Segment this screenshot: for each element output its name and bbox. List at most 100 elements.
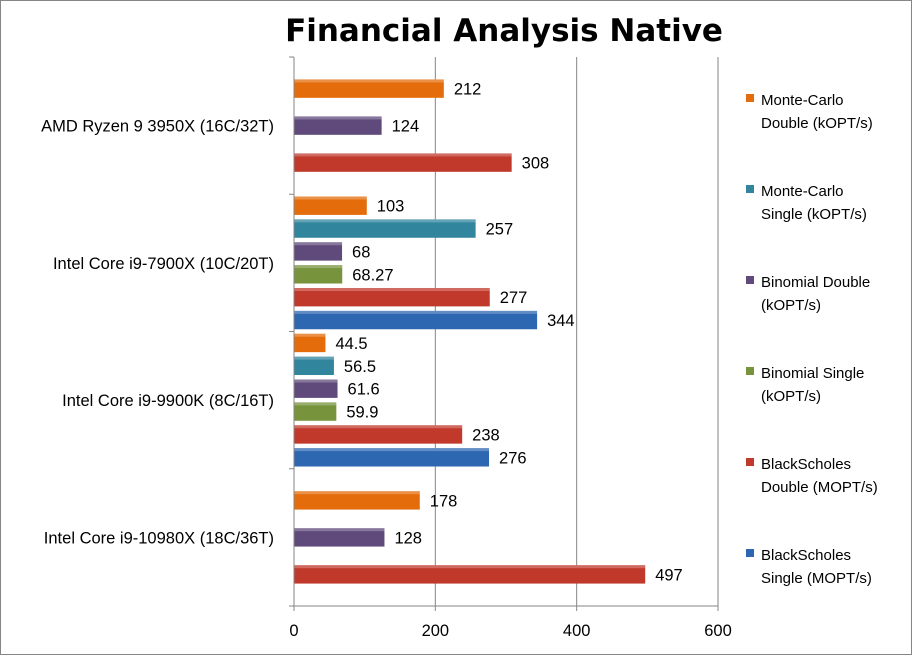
- bar-group: [294, 425, 463, 444]
- bar-highlight: [294, 287, 490, 291]
- bar-monte-carlo-double-kopt-s: [294, 491, 420, 510]
- bar-group: [294, 310, 538, 330]
- bar-highlight: [294, 196, 367, 200]
- legend-label: Binomial Double: [761, 274, 870, 291]
- bar-monte-carlo-single-kopt-s: [294, 219, 476, 238]
- chart-title: Financial Analysis Native: [285, 13, 723, 49]
- legend-label: (kOPT/s): [761, 388, 821, 405]
- bar-group: [294, 402, 337, 421]
- bar-highlight: [294, 402, 337, 406]
- legend-swatch-binomial-double-kopt-s: [746, 276, 754, 284]
- axis-layer: 0 200 400 600 AMD Ryzen 9 3950X (16C/32T) Int…: [41, 56, 732, 640]
- legend-label: Single (kOPT/s): [761, 206, 867, 223]
- category-label: Intel Core i9-9900K (8C/16T): [62, 392, 274, 410]
- data-label: 128: [394, 529, 422, 547]
- bar-highlight: [294, 79, 444, 83]
- bar-blackscholes-single-mopt-s: [294, 310, 538, 330]
- bar-group: [294, 333, 326, 353]
- bar-highlight: [294, 242, 343, 246]
- category-label: Intel Core i9-10980X (18C/36T): [44, 529, 274, 547]
- bar-blackscholes-double-mopt-s: [294, 287, 490, 307]
- bar-binomial-single-kopt-s: [294, 402, 337, 421]
- category-label: Intel Core i9-7900X (10C/20T): [53, 255, 274, 273]
- legend-label: Monte-Carlo: [761, 183, 844, 200]
- bar-group: [294, 565, 646, 584]
- data-label: 68.27: [352, 266, 393, 284]
- bar-blackscholes-single-mopt-s: [294, 448, 490, 467]
- bar-highlight: [294, 116, 382, 120]
- x-tick-label: 400: [563, 622, 591, 640]
- bar-group: [294, 242, 343, 261]
- legend-label: BlackScholes: [761, 456, 851, 473]
- bar-binomial-double-kopt-s: [294, 379, 338, 398]
- legend-swatch-monte-carlo-single-kopt-s: [746, 185, 754, 193]
- bar-group: [294, 287, 490, 307]
- bar-highlight: [294, 491, 420, 495]
- bar-group: [294, 153, 512, 172]
- x-tick-label: 0: [289, 622, 298, 640]
- legend-label: Monte-Carlo: [761, 92, 844, 109]
- legend-label: Binomial Single: [761, 365, 864, 382]
- bar-highlight: [294, 565, 646, 569]
- legend-label: BlackScholes: [761, 547, 851, 564]
- data-label: 56.5: [344, 358, 376, 376]
- legend-swatch-blackscholes-single-mopt-s: [746, 549, 754, 557]
- legend-swatch-monte-carlo-double-kopt-s: [746, 94, 754, 102]
- bar-highlight: [294, 528, 385, 532]
- legend-swatch-binomial-single-kopt-s: [746, 367, 754, 375]
- bar-highlight: [294, 153, 512, 157]
- bar-highlight: [294, 265, 343, 269]
- data-label: 103: [377, 198, 405, 216]
- bar-highlight: [294, 425, 463, 429]
- data-label: 124: [392, 118, 420, 136]
- bar-group: [294, 356, 334, 376]
- legend-label: Single (MOPT/s): [761, 570, 872, 587]
- bar-group: [294, 448, 490, 467]
- bar-monte-carlo-double-kopt-s: [294, 79, 444, 98]
- data-label: 68: [352, 243, 370, 261]
- x-tick-label: 600: [704, 622, 732, 640]
- bar-binomial-double-kopt-s: [294, 242, 343, 261]
- x-tick-label: 200: [422, 622, 450, 640]
- data-label: 308: [522, 155, 550, 173]
- bar-group: [294, 491, 420, 510]
- bar-group: [294, 379, 338, 398]
- bar-binomial-double-kopt-s: [294, 116, 382, 135]
- data-label: 44.5: [335, 335, 367, 353]
- bar-blackscholes-double-mopt-s: [294, 425, 463, 444]
- data-label: 277: [500, 289, 528, 307]
- bar-blackscholes-double-mopt-s: [294, 153, 512, 172]
- bar-binomial-double-kopt-s: [294, 528, 385, 547]
- legend-label: Double (MOPT/s): [761, 479, 878, 496]
- bar-highlight: [294, 379, 338, 383]
- data-label: 344: [547, 312, 575, 330]
- data-label: 61.6: [348, 381, 380, 399]
- bar-group: [294, 116, 382, 135]
- bar-monte-carlo-double-kopt-s: [294, 333, 326, 353]
- bar-monte-carlo-double-kopt-s: [294, 196, 367, 215]
- data-label: 257: [486, 221, 514, 239]
- data-label: 212: [454, 81, 482, 99]
- bar-group: [294, 79, 444, 98]
- bar-blackscholes-double-mopt-s: [294, 565, 646, 584]
- legend: Monte-Carlo Double (kOPT/s) Monte-Carlo Sin…: [746, 92, 878, 587]
- bar-monte-carlo-single-kopt-s: [294, 356, 334, 376]
- bar-group: [294, 219, 476, 238]
- bar-group: [294, 196, 367, 215]
- legend-swatch-blackscholes-double-mopt-s: [746, 458, 754, 466]
- data-label: 238: [472, 426, 500, 444]
- data-label: 178: [430, 492, 458, 510]
- bar-binomial-single-kopt-s: [294, 265, 343, 284]
- bar-group: [294, 528, 385, 547]
- bar-highlight: [294, 356, 334, 360]
- bar-highlight: [294, 333, 326, 337]
- legend-label: (kOPT/s): [761, 297, 821, 314]
- bar-layer: 212 124 308 103 257 68 68.27 277 344 44.5 56.5 61.6…: [294, 79, 683, 584]
- bar-group: [294, 265, 343, 284]
- data-label: 59.9: [346, 404, 378, 422]
- category-label: AMD Ryzen 9 3950X (16C/32T): [41, 118, 274, 136]
- grid-layer: [434, 57, 719, 606]
- legend-label: Double (kOPT/s): [761, 115, 873, 132]
